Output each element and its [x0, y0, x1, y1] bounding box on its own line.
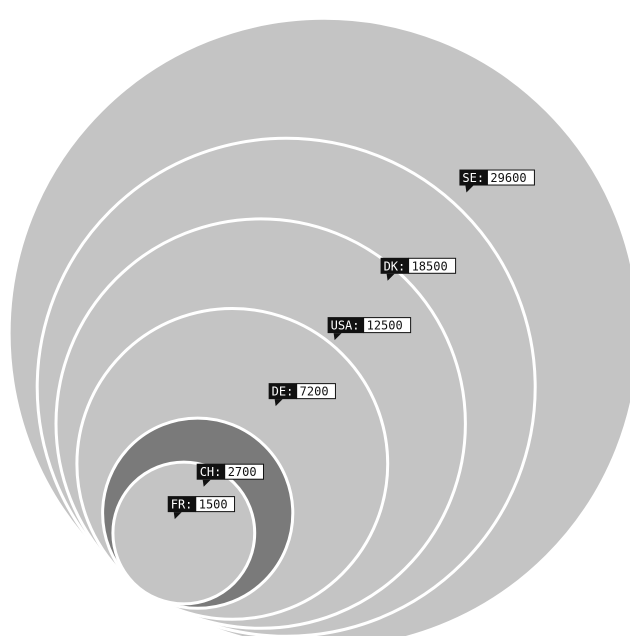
- label-code-text: CH:: [200, 465, 222, 479]
- label-code-box: [268, 383, 297, 400]
- label-code-text: SE:: [462, 171, 484, 185]
- label-dk: DK: 18500: [380, 257, 457, 281]
- label-value-text: 7200: [300, 385, 329, 399]
- label-pointer: [386, 273, 395, 281]
- label-value-text: 12500: [367, 319, 403, 333]
- label-code-text: USA:: [331, 319, 360, 333]
- bubble-layer: [7, 16, 630, 636]
- label-pointer: [202, 479, 211, 487]
- label-value-box: [408, 257, 457, 274]
- label-pointer: [274, 399, 283, 407]
- label-code-text: FR:: [171, 498, 193, 512]
- label-value-text: 2700: [228, 465, 257, 479]
- label-code-box: [459, 169, 488, 186]
- label-code-box: [380, 257, 409, 274]
- label-code-text: DE:: [272, 385, 294, 399]
- label-value-text: 1500: [199, 498, 228, 512]
- label-pointer: [465, 185, 474, 193]
- label-pointer: [333, 333, 342, 341]
- label-code-box: [196, 463, 225, 480]
- label-code-text: DK:: [384, 259, 406, 273]
- label-fr: FR: 1500: [167, 496, 236, 520]
- label-de: DE: 7200: [268, 383, 336, 407]
- bubble-fr: [111, 460, 257, 606]
- label-value-box: [195, 496, 236, 513]
- label-code-box: [167, 496, 196, 513]
- label-code-box: [327, 317, 364, 334]
- label-value-box: [296, 383, 336, 400]
- label-layer: SE: 29600 DK: 18500 USA: 12500 DE: 7200 CH: 2700 F…: [167, 169, 535, 520]
- label-value-box: [486, 169, 535, 186]
- label-pointer: [173, 512, 182, 520]
- label-value-text: 18500: [412, 259, 448, 273]
- label-se: SE: 29600: [459, 169, 535, 193]
- label-value-box: [363, 317, 412, 334]
- label-usa: USA: 12500: [327, 317, 412, 341]
- label-value-text: 29600: [490, 171, 526, 185]
- label-ch: CH: 2700: [196, 463, 264, 487]
- label-value-box: [224, 463, 264, 480]
